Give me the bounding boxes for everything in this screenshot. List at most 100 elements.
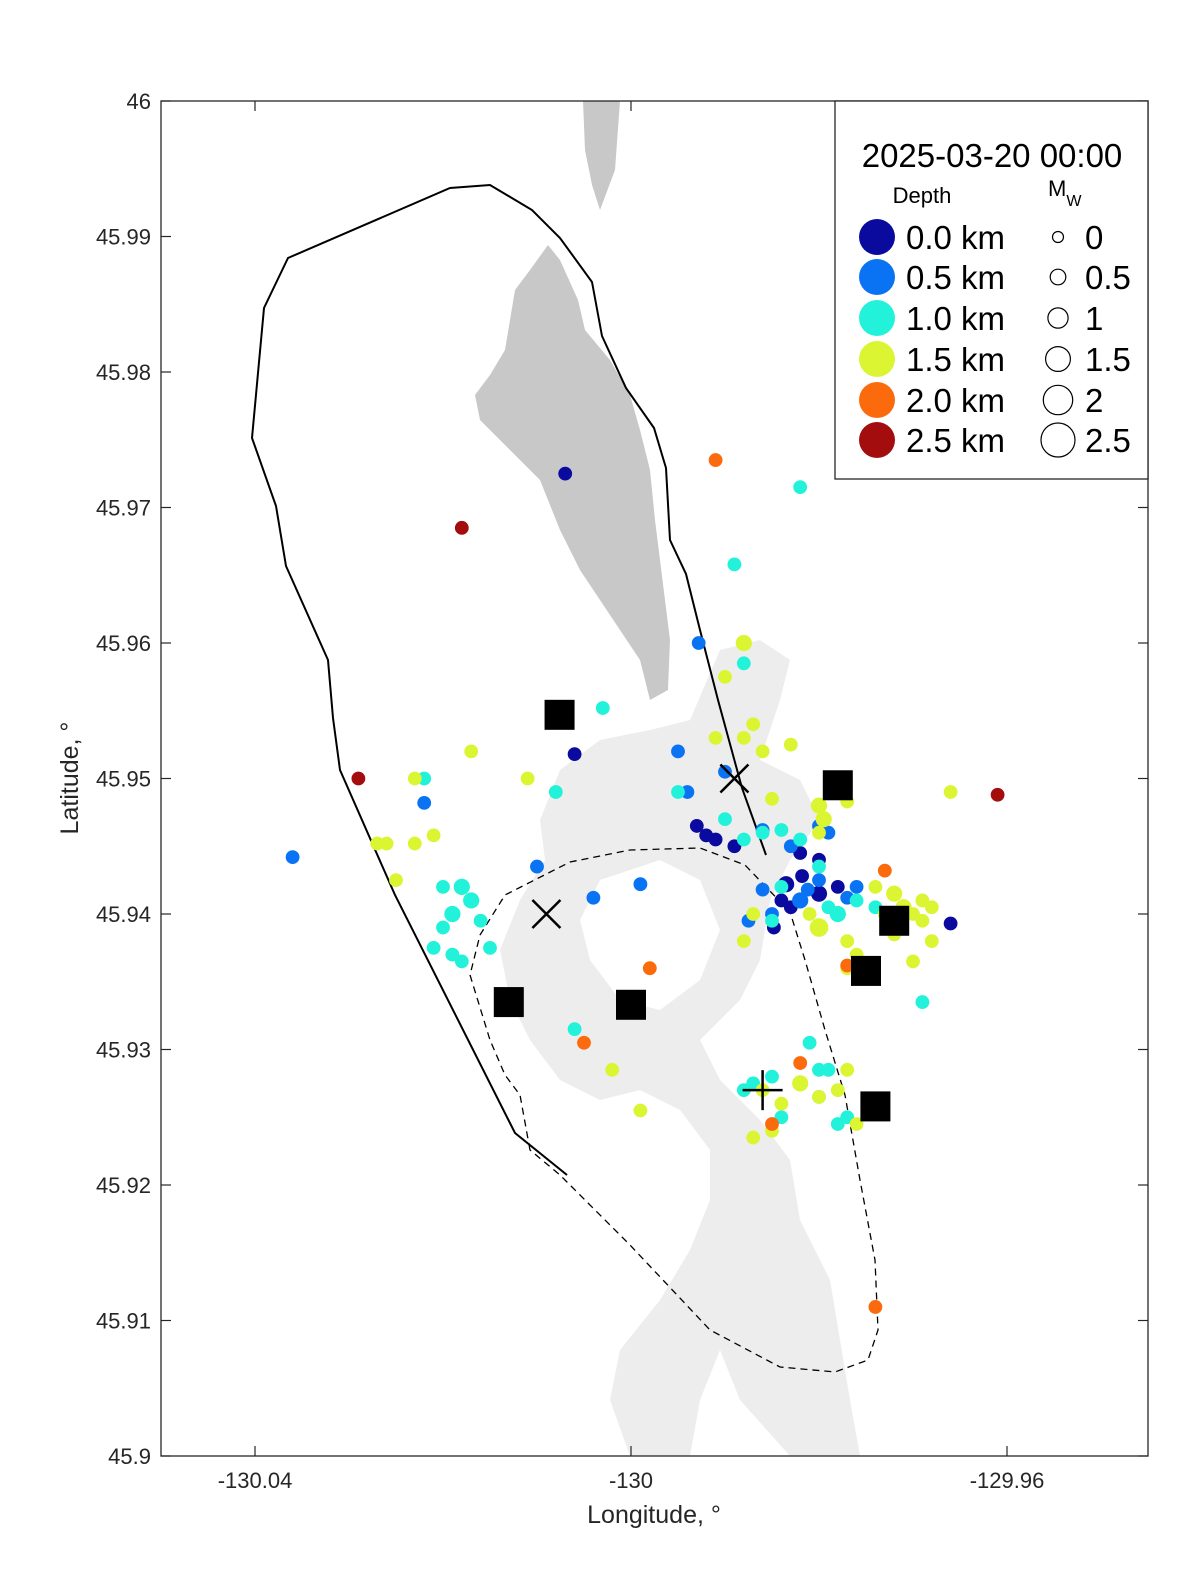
earthquake-point (586, 890, 601, 905)
earthquake-point (840, 958, 855, 973)
earthquake-point (407, 771, 422, 786)
legend-mw-label: 1 (1085, 300, 1103, 337)
earthquake-point (473, 913, 488, 928)
earthquake-point (793, 1056, 808, 1070)
legend-mw-swatch (1042, 384, 1074, 416)
earthquake-point (445, 947, 460, 962)
earthquake-point (943, 785, 958, 799)
x-axis-label: Longitude, ° (587, 1501, 721, 1529)
earthquake-point (426, 828, 441, 843)
legend-mw-header: MW (1048, 176, 1082, 210)
earthquake-point (795, 869, 809, 883)
earthquake-point (746, 907, 761, 921)
earthquake-point (708, 832, 723, 847)
earthquake-point (924, 900, 939, 915)
earthquake-point (830, 1083, 845, 1098)
relief-north-ridge (583, 101, 620, 210)
legend-mw-swatch (1044, 346, 1071, 373)
earthquake-point (558, 466, 573, 481)
station-square-marker (493, 987, 524, 1018)
relief-caldera-floor (500, 640, 860, 1456)
earthquake-point (810, 797, 828, 814)
station-square-marker (544, 699, 575, 730)
legend-mw-swatch (1040, 422, 1076, 458)
earthquake-point (407, 836, 422, 851)
earthquake-point (800, 882, 815, 897)
earthquake-point (765, 791, 779, 806)
earthquake-point (924, 934, 939, 948)
earthquake-point (633, 877, 648, 892)
earthquake-point (755, 744, 770, 759)
earthquake-point (765, 1117, 779, 1131)
y-tick-label: 45.94 (96, 902, 151, 927)
earthquake-point (849, 893, 864, 908)
earthquake-point (689, 819, 704, 833)
legend-mw-swatch (1051, 230, 1065, 244)
relief-caldera-pit (580, 860, 720, 1010)
lava-flow-dashed-outline (469, 847, 879, 1373)
earthquake-point (426, 940, 441, 955)
legend-depth-label: 0.5 km (906, 259, 1005, 296)
x-tick-label: -130 (609, 1468, 653, 1493)
legend-timestamp: 2025-03-20 00:00 (862, 137, 1123, 174)
y-tick-label: 45.95 (96, 767, 151, 792)
earthquake-point (746, 1130, 761, 1145)
earthquake-point (840, 1062, 855, 1077)
earthquake-point (792, 892, 809, 909)
legend-depth-label: 1.0 km (906, 300, 1005, 337)
y-tick-label: 45.91 (96, 1309, 151, 1334)
earthquake-point (792, 1075, 809, 1092)
earthquake-point (783, 737, 798, 752)
y-tick-label: 45.98 (96, 360, 151, 385)
earthquake-point (830, 1117, 845, 1131)
earthquake-point (774, 823, 789, 837)
earthquake-point (417, 795, 432, 810)
legend-depth-swatch (859, 341, 895, 377)
earthquake-point (464, 744, 479, 759)
legend-mw-label: 0.5 (1085, 259, 1131, 296)
legend-depth-swatch (859, 219, 895, 255)
earthquake-point (774, 880, 789, 894)
earthquake-point (671, 744, 685, 759)
x-tick-label: -129.96 (970, 1468, 1045, 1493)
legend-depth-label: 0.0 km (906, 219, 1005, 256)
earthquake-point (830, 880, 845, 894)
earthquake-point (802, 907, 817, 921)
legend-depth-swatch (859, 422, 895, 458)
earthquake-point (718, 812, 732, 827)
earthquake-point (530, 859, 544, 874)
station-square-marker (822, 770, 853, 801)
earthquake-point (633, 1103, 648, 1118)
earthquake-point (351, 771, 366, 786)
earthquake-point (595, 701, 610, 715)
axes-frame (160, 100, 1149, 1457)
earthquake-point (736, 832, 751, 847)
station-square-marker (851, 955, 881, 986)
earthquake-point (548, 785, 563, 799)
earthquake-point (815, 811, 832, 828)
earthquake-point (809, 918, 829, 937)
seafloor-relief (475, 101, 860, 1456)
earthquake-point (642, 961, 657, 976)
y-tick-label: 45.92 (96, 1173, 151, 1198)
earthquake-point (765, 1069, 779, 1084)
earthquake-point (463, 892, 480, 909)
legend: 2025-03-20 00:00 Depth MW 0.0 km0.5 km 1.… (834, 100, 1149, 480)
earthquake-point (943, 916, 958, 931)
earthquake-point (812, 825, 826, 840)
earthquake-point (718, 764, 732, 779)
station-square-marker (860, 1091, 891, 1122)
earthquake-point (567, 1022, 582, 1037)
earthquake-point (840, 934, 855, 948)
station-markers (493, 699, 910, 1122)
y-tick-label: 45.97 (96, 496, 151, 521)
earthquake-point (567, 747, 582, 762)
earthquake-point (812, 873, 826, 888)
legend-items: 0.0 km0.5 km 1.0 km 1.5 km 2.0 km2.5 km 00.5… (859, 219, 1131, 459)
x-tick-label: -130.04 (218, 1468, 293, 1493)
earthquake-point (285, 850, 300, 864)
earthquake-point (829, 905, 846, 923)
plus-marker (742, 1070, 783, 1111)
legend-mw-label: 0 (1085, 219, 1103, 256)
